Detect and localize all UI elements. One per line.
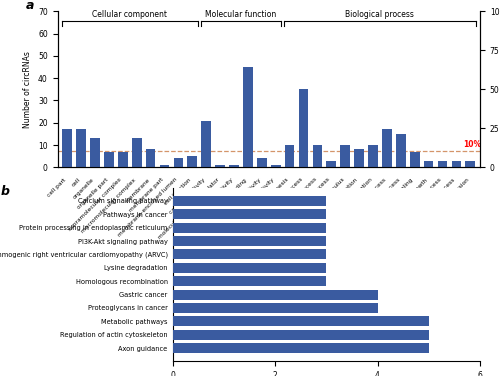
Text: Molecular function: Molecular function [206,10,276,19]
Bar [172,223,326,233]
Bar [104,152,114,167]
Bar [62,129,72,167]
Bar [284,145,294,167]
Bar [215,165,225,167]
Bar [118,152,128,167]
Bar [243,67,253,167]
Bar [202,120,211,167]
Bar [172,196,326,206]
Text: Cellular component: Cellular component [92,10,168,19]
Bar [172,276,326,286]
Bar [396,134,406,167]
Bar [90,138,100,167]
Bar [229,165,239,167]
Bar [410,152,420,167]
Bar [172,290,378,300]
Text: a: a [26,0,34,12]
Bar [382,129,392,167]
Bar [172,236,326,246]
Bar [438,161,448,167]
Bar [326,161,336,167]
Bar [172,263,326,273]
Bar [172,343,429,353]
Bar [452,161,461,167]
Bar [172,303,378,313]
Bar [188,156,197,167]
Text: b: b [0,185,10,197]
Bar [368,145,378,167]
Bar [257,158,266,167]
Text: 10%: 10% [464,140,481,149]
Bar [174,158,184,167]
Bar [172,330,429,340]
Bar [298,89,308,167]
Bar [424,161,434,167]
Bar [132,138,141,167]
Y-axis label: Number of circRNAs: Number of circRNAs [24,51,32,128]
Bar [271,165,280,167]
Bar [172,209,326,219]
Bar [312,145,322,167]
Bar [146,150,156,167]
Text: Biological process: Biological process [346,10,414,19]
Bar [172,316,429,326]
Bar [466,161,475,167]
Bar [160,165,170,167]
Bar [76,129,86,167]
Bar [354,150,364,167]
Bar [172,249,326,259]
Bar [340,145,350,167]
